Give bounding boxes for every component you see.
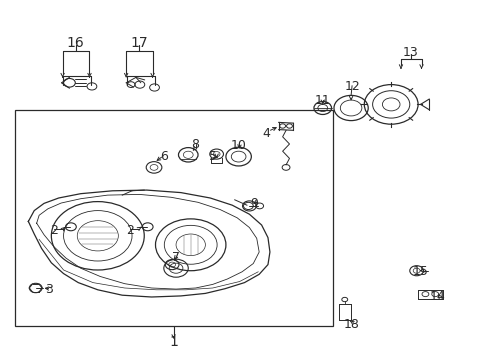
Text: 12: 12 <box>344 80 359 93</box>
Text: 7: 7 <box>172 251 180 264</box>
Text: 8: 8 <box>191 138 199 150</box>
Text: 4: 4 <box>262 127 270 140</box>
Text: 14: 14 <box>429 291 445 303</box>
Text: 2: 2 <box>125 224 133 237</box>
Text: 6: 6 <box>160 150 167 163</box>
Text: 17: 17 <box>130 36 148 50</box>
Text: 9: 9 <box>250 197 258 210</box>
Bar <box>15 110 332 326</box>
Text: 5: 5 <box>208 150 216 163</box>
Text: 18: 18 <box>344 318 359 330</box>
Text: 10: 10 <box>230 139 245 152</box>
Text: 11: 11 <box>314 94 330 107</box>
Text: 1: 1 <box>169 335 178 349</box>
Text: 2: 2 <box>50 224 58 237</box>
Text: 13: 13 <box>402 46 418 59</box>
Text: 16: 16 <box>67 36 84 50</box>
Text: 15: 15 <box>412 265 427 278</box>
Text: 3: 3 <box>45 283 53 296</box>
